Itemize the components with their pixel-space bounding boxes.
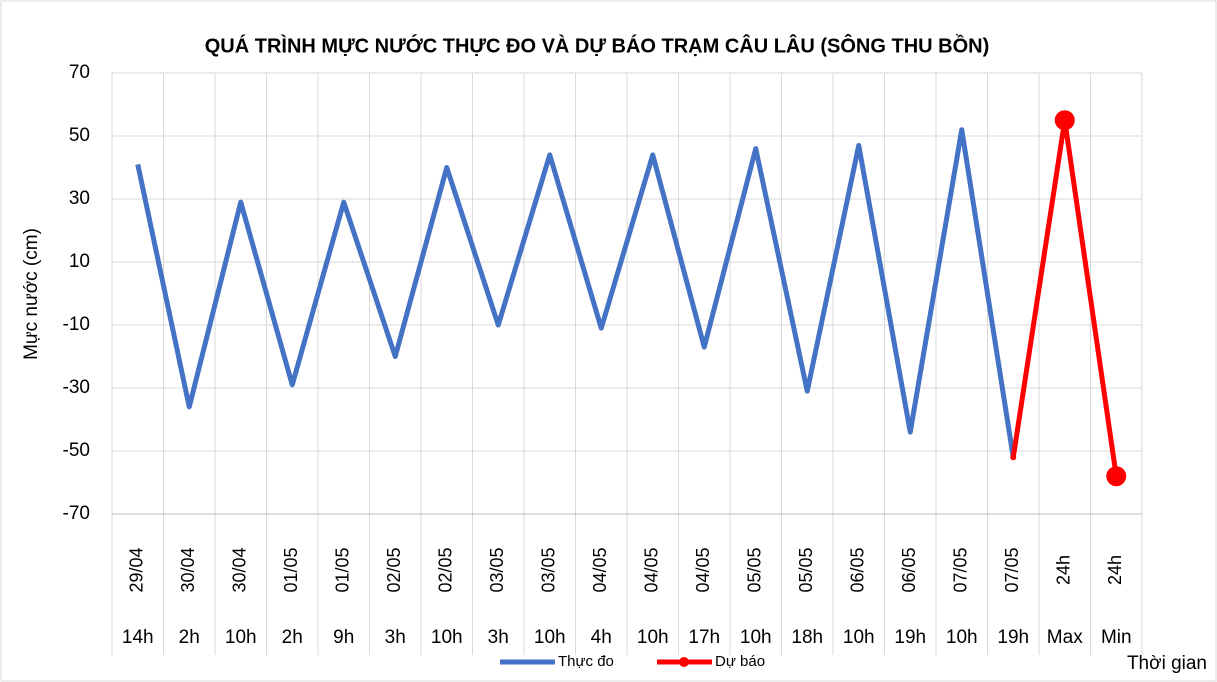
- x-tick-label: 3h: [385, 627, 406, 648]
- y-tick-label: 50: [69, 125, 90, 146]
- x-tick-label: 17h: [688, 627, 720, 648]
- date-label: 04/05: [693, 547, 713, 592]
- y-tick-label: 70: [69, 62, 90, 83]
- date-label: 30/04: [178, 547, 198, 592]
- x-tick-label: 2h: [179, 627, 200, 648]
- date-label: 07/05: [951, 547, 971, 592]
- x-tick-label: 10h: [534, 627, 566, 648]
- date-label: 05/05: [745, 547, 765, 592]
- date-label: 01/05: [281, 547, 301, 592]
- x-axis-label: Thời gian: [1127, 653, 1207, 674]
- date-label: 03/05: [539, 547, 559, 592]
- y-tick-label: -10: [63, 314, 90, 335]
- date-label: 30/04: [230, 547, 250, 592]
- x-tick-label: 19h: [894, 627, 926, 648]
- y-tick-label: -50: [63, 440, 90, 461]
- series-line: [135, 127, 1016, 458]
- x-tick-label: 3h: [488, 627, 509, 648]
- series-marker: [1054, 110, 1075, 131]
- date-label: 04/05: [642, 547, 662, 592]
- legend-label: Dự báo: [715, 653, 765, 670]
- y-tick-label: 10: [69, 251, 90, 272]
- series-marker: [1106, 466, 1127, 487]
- y-tick-label: -30: [63, 377, 90, 398]
- x-tick-label: 10h: [431, 627, 463, 648]
- x-tick-label: 14h: [122, 627, 154, 648]
- chart-title: QUÁ TRÌNH MỰC NƯỚC THỰC ĐO VÀ DỰ BÁO TRẠ…: [205, 33, 990, 57]
- series-marker: [1010, 454, 1017, 461]
- date-label: 03/05: [487, 547, 507, 592]
- legend-marker: [679, 657, 689, 667]
- date-label: 02/05: [436, 547, 456, 592]
- date-label: 24h: [1054, 555, 1074, 585]
- x-tick-label: 4h: [591, 627, 612, 648]
- date-label: 24h: [1105, 555, 1125, 585]
- x-tick-label: 10h: [946, 627, 978, 648]
- legend-label: Thực đo: [558, 653, 614, 670]
- x-tick-label: 2h: [282, 627, 303, 648]
- date-label: 06/05: [899, 547, 919, 592]
- date-label: 05/05: [796, 547, 816, 592]
- y-axis-label: Mực nước (cm): [21, 228, 42, 360]
- x-tick-label: 10h: [843, 627, 875, 648]
- date-label: 01/05: [333, 547, 353, 592]
- date-label: 02/05: [384, 547, 404, 592]
- x-tick-label: Max: [1047, 627, 1083, 648]
- date-label: 04/05: [590, 547, 610, 592]
- x-tick-label: 9h: [333, 627, 354, 648]
- y-tick-label: -70: [63, 503, 90, 524]
- date-label: 29/04: [127, 547, 147, 592]
- date-label: 07/05: [1002, 547, 1022, 592]
- x-tick-label: 10h: [740, 627, 772, 648]
- x-tick-label: 19h: [997, 627, 1029, 648]
- x-tick-label: 18h: [791, 627, 823, 648]
- x-tick-label: Min: [1101, 627, 1132, 648]
- y-tick-label: 30: [69, 188, 90, 209]
- x-tick-label: 10h: [225, 627, 257, 648]
- x-tick-label: 10h: [637, 627, 669, 648]
- date-label: 06/05: [848, 547, 868, 592]
